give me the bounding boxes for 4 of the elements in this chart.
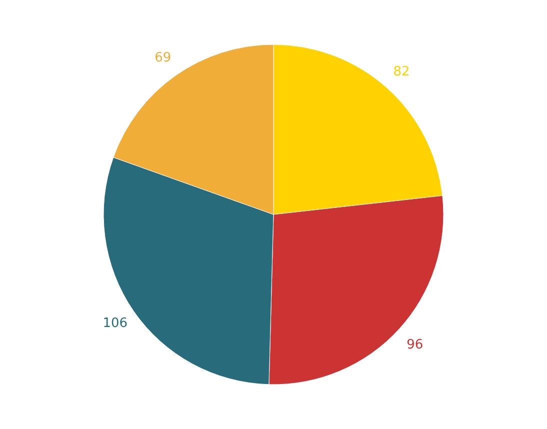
data-label: 69 <box>154 50 172 66</box>
data-label: 106 <box>102 316 128 332</box>
data-label: 96 <box>406 337 424 352</box>
data-label: 82 <box>393 64 410 80</box>
